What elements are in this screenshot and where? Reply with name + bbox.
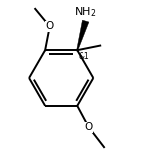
Text: O: O bbox=[85, 122, 93, 132]
Text: O: O bbox=[46, 22, 54, 32]
Text: NH$_2$: NH$_2$ bbox=[74, 5, 97, 19]
Text: &1: &1 bbox=[78, 52, 89, 61]
Polygon shape bbox=[77, 20, 89, 50]
